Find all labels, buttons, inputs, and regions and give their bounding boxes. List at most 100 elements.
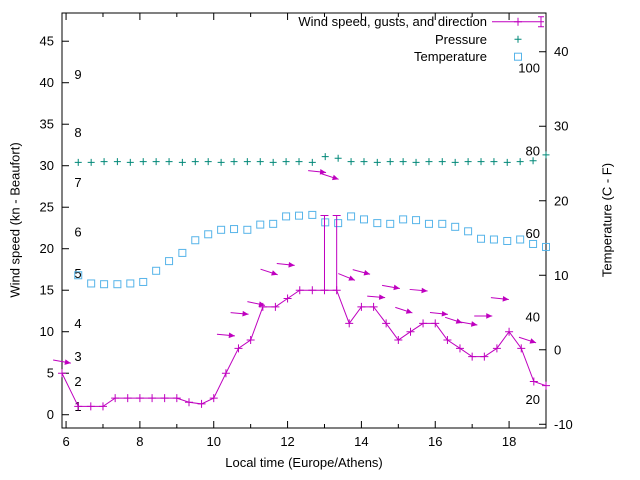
temperature-point — [464, 227, 473, 236]
pressure-point — [308, 158, 316, 166]
wind-direction-arrowhead — [502, 296, 509, 302]
wind-direction-arrowhead — [348, 275, 355, 281]
temperature-point — [386, 219, 395, 228]
pressure-point — [347, 158, 355, 166]
wind-direction-arrowhead — [271, 270, 278, 276]
wind-point — [271, 302, 280, 311]
wind-direction-arrowhead — [405, 308, 413, 314]
pressure-point — [516, 158, 524, 166]
y2-tick-label: 0 — [554, 342, 561, 357]
fahrenheit-label: 40 — [526, 309, 540, 324]
legend-label-temperature: Temperature — [414, 49, 487, 64]
wind-direction-arrowhead — [486, 313, 493, 319]
temperature-point — [113, 280, 122, 289]
wind-point — [295, 286, 304, 295]
temperature-point — [424, 219, 433, 228]
pressure-point — [542, 151, 550, 159]
temperature-point — [178, 248, 187, 257]
wind-point — [369, 302, 378, 311]
pressure-point — [412, 158, 420, 166]
fahrenheit-label: 80 — [526, 143, 540, 158]
wind-point — [480, 352, 489, 361]
temperature-point — [74, 271, 83, 280]
pressure-point — [243, 158, 251, 166]
wind-direction-arrowhead — [242, 310, 249, 317]
pressure-point — [399, 158, 407, 166]
wind-direction-arrowhead — [378, 294, 386, 300]
y-tick-label: 5 — [47, 366, 54, 381]
x-tick-label: 10 — [207, 434, 221, 449]
pressure-point — [438, 158, 446, 166]
temperature-point — [295, 211, 304, 220]
wind-direction-arrowhead — [64, 359, 71, 365]
wind-point — [505, 327, 514, 336]
y2-tick-label: 40 — [554, 44, 568, 59]
wind-point — [443, 336, 452, 345]
pressure-point — [360, 158, 368, 166]
beaufort-label: 4 — [74, 316, 81, 331]
wind-point — [406, 327, 415, 336]
wind-point — [492, 344, 501, 353]
pressure-point — [191, 158, 199, 166]
y2-tick-label: 10 — [554, 268, 568, 283]
beaufort-label: 8 — [74, 125, 81, 140]
wind-point — [431, 319, 440, 328]
fahrenheit-label: 60 — [526, 226, 540, 241]
pressure-point — [139, 158, 147, 166]
temperature-point — [503, 236, 512, 245]
y2-tick-label: -10 — [554, 417, 573, 432]
wind-point — [468, 352, 477, 361]
temperature-point — [321, 218, 330, 227]
temperature-point — [230, 225, 239, 234]
legend-pressure-marker — [514, 35, 522, 43]
x-tick-label: 8 — [136, 434, 143, 449]
temperature-point — [451, 222, 460, 231]
temperature-point — [204, 230, 213, 239]
y-tick-label: 25 — [40, 200, 54, 215]
pressure-point — [87, 158, 95, 166]
temperature-point — [282, 212, 291, 221]
wind-point — [345, 319, 354, 328]
y-tick-label: 20 — [40, 241, 54, 256]
y-tick-label: 35 — [40, 117, 54, 132]
x-tick-label: 12 — [280, 434, 294, 449]
wind-direction-arrowhead — [441, 310, 448, 317]
pressure-point — [230, 158, 238, 166]
y2-tick-label: 30 — [554, 119, 568, 134]
pressure-point — [386, 158, 394, 166]
wind-point — [123, 394, 132, 403]
wind-point — [517, 344, 526, 353]
temperature-point — [412, 216, 421, 225]
y-tick-label: 40 — [40, 75, 54, 90]
pressure-point — [113, 158, 121, 166]
wind-speed-line — [61, 289, 547, 407]
y-tick-label: 0 — [47, 407, 54, 422]
beaufort-label: 5 — [74, 266, 81, 281]
wind-direction-arrowhead — [393, 284, 400, 291]
temperature-point — [529, 239, 538, 248]
pressure-point — [217, 158, 225, 166]
temperature-point — [256, 220, 265, 229]
wind-direction-arrowhead — [228, 332, 235, 339]
y-tick-label: 15 — [40, 283, 54, 298]
pressure-point — [321, 153, 329, 161]
wind-point — [529, 377, 538, 386]
wind-point — [382, 319, 391, 328]
beaufort-label: 2 — [74, 374, 81, 389]
pressure-point — [425, 158, 433, 166]
wind-point — [357, 302, 366, 311]
legend-wind-marker — [514, 17, 522, 26]
temperature-point — [152, 266, 161, 275]
temperature-point — [87, 279, 96, 288]
wind-point — [184, 398, 193, 407]
temperature-point — [516, 235, 525, 244]
pressure-point — [178, 158, 186, 166]
wind-gust-bar — [320, 215, 329, 291]
temperature-point — [126, 279, 135, 288]
pressure-point — [529, 157, 537, 165]
temperature-point — [438, 219, 447, 228]
pressure-point — [152, 158, 160, 166]
wind-point — [308, 286, 317, 295]
pressure-point — [464, 158, 472, 166]
plot-border — [61, 12, 547, 429]
